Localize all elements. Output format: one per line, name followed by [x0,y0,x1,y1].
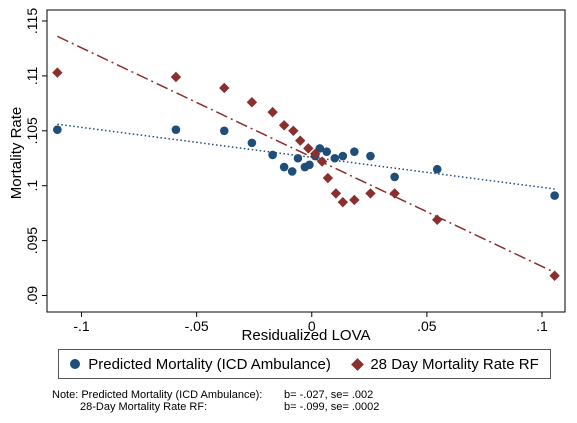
footnote-label-2: 28-Day Mortality Rate RF: [80,401,208,413]
axes: -.1 -.05 0 .05 .1 .09 .095 .1 .105 .11 .115 Residua… [8,8,548,344]
legend-circle-icon [70,359,81,369]
data-point-predicted [322,147,332,156]
data-point-28day [432,214,443,225]
data-point-28day [303,143,314,154]
legend-diamond-icon [351,357,365,371]
legend-entry-predicted: Predicted Mortality (ICD Ambulance) [70,356,331,373]
fit-line-predicted [57,123,555,190]
y-tick-label: .115 [24,8,40,34]
data-point-predicted [293,153,303,163]
data-points [52,67,560,281]
fit-line-28day [57,35,555,274]
fit-lines [57,35,555,274]
data-point-predicted [350,147,359,156]
data-point-predicted [305,160,314,170]
data-point-predicted [219,126,229,136]
data-point-28day [310,148,321,160]
data-point-predicted [287,167,297,176]
data-point-predicted [171,125,181,135]
y-tick-label: .095 [24,227,40,254]
data-point-28day [295,135,306,146]
data-point-predicted [338,151,348,161]
footnote-row-1: Note: Predicted Mortality (ICD Ambulance… [52,389,379,401]
data-point-28day [267,106,278,118]
data-point-predicted [432,164,442,174]
data-point-28day [365,188,376,199]
data-point-predicted [366,151,375,161]
data-point-28day [278,120,290,131]
footnote-label-1: Note: Predicted Mortality (ICD Ambulance… [52,389,263,401]
x-tick-label: -.05 [185,318,209,334]
data-point-28day [549,270,560,281]
data-point-predicted [550,191,559,200]
data-point-28day [288,125,299,136]
x-axis-label: Residualized LOVA [242,327,371,344]
x-tick-label: -.1 [73,318,90,334]
data-point-28day [322,172,334,184]
y-tick-label: .1 [24,180,40,192]
data-point-predicted [330,153,340,163]
data-point-28day [246,97,258,108]
data-point-28day [389,188,400,199]
data-point-28day [52,67,63,78]
x-tick-label: 0 [308,318,316,334]
y-tick-label: .11 [24,66,40,85]
y-tick-label: .105 [24,117,40,144]
footnote-value-1: b= -.027, se= .002 [284,389,374,401]
data-point-28day [170,71,182,83]
data-point-28day [316,156,328,167]
y-tick-label: .09 [24,286,40,306]
plot-border [46,9,566,313]
plot-frame [46,9,566,313]
footnote-row-2: 28-Day Mortality Rate RF: b= -.099, se= … [52,401,379,413]
data-point-28day [337,196,349,208]
legend-entry-28day: 28 Day Mortality Rate RF [351,355,539,373]
y-axis-label: Mortality Rate [8,107,25,200]
data-point-predicted [247,138,257,148]
data-point-28day [330,188,342,199]
data-point-predicted [390,172,399,182]
footnote-value-2: b= -.099, se= .0002 [284,401,380,413]
legend: Predicted Mortality (ICD Ambulance) 28 D… [58,349,551,379]
footnote: Note: Predicted Mortality (ICD Ambulance… [52,389,379,413]
data-point-28day [349,194,360,206]
data-point-predicted [315,144,325,153]
data-point-predicted [53,125,62,135]
legend-label-predicted: Predicted Mortality (ICD Ambulance) [88,355,331,373]
legend-label-28day: 28 Day Mortality Rate RF [370,355,539,373]
data-point-28day [219,82,230,94]
x-tick-label: .05 [417,318,437,334]
x-tick-label: .1 [536,318,548,334]
data-point-predicted [268,150,277,160]
data-point-predicted [279,162,289,172]
